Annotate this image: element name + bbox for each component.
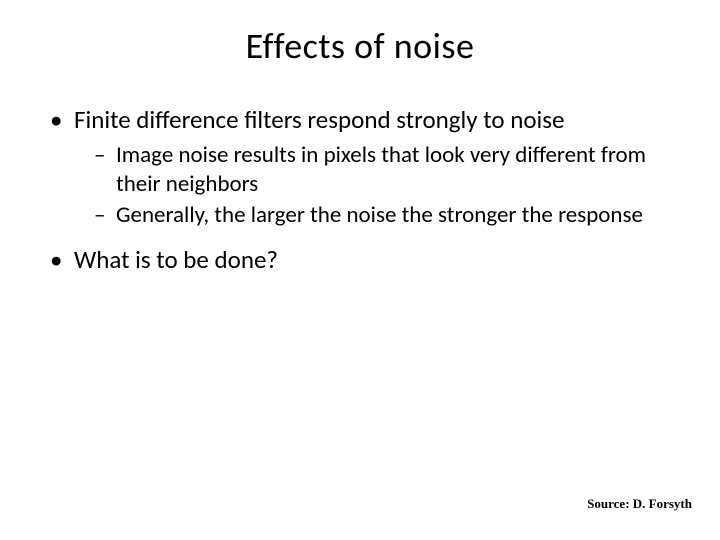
slide: Effects of noise • Finite difference fil… — [0, 0, 720, 540]
slide-title: Effects of noise — [48, 24, 672, 68]
sub-bullet-item: – Image noise results in pixels that loo… — [48, 141, 672, 199]
bullet-icon: • — [50, 244, 62, 275]
bullet-text: What is to be done? — [74, 244, 278, 275]
bullet-icon: • — [50, 104, 62, 135]
source-attribution: Source: D. Forsyth — [587, 496, 692, 512]
sub-bullet-group: – Image noise results in pixels that loo… — [48, 141, 672, 229]
slide-body: • Finite difference filters respond stro… — [48, 104, 672, 275]
dash-icon: – — [94, 141, 105, 170]
bullet-item: • What is to be done? — [48, 244, 672, 275]
dash-icon: – — [94, 201, 105, 230]
bullet-text: Finite difference filters respond strong… — [74, 104, 564, 135]
sub-bullet-item: – Generally, the larger the noise the st… — [48, 201, 672, 230]
sub-bullet-text: Image noise results in pixels that look … — [116, 141, 646, 198]
sub-bullet-text: Generally, the larger the noise the stro… — [116, 201, 643, 229]
bullet-item: • Finite difference filters respond stro… — [48, 104, 672, 135]
